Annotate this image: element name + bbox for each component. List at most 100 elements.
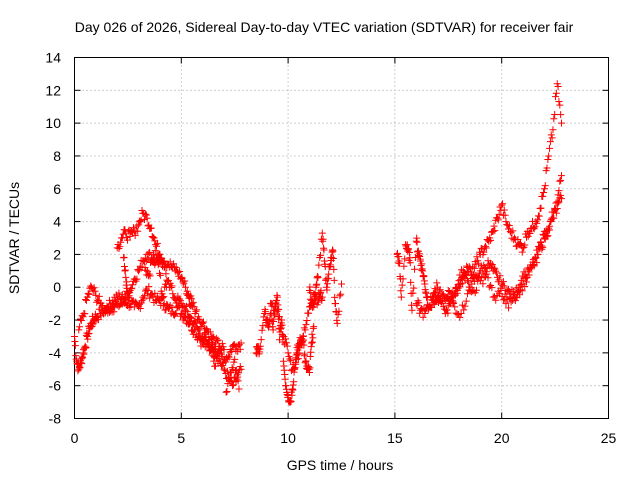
data-point [461, 269, 469, 277]
data-point [537, 239, 545, 247]
data-point [532, 218, 540, 226]
data-point [505, 304, 513, 312]
data-point [539, 192, 547, 200]
data-point [146, 248, 154, 256]
data-point [449, 300, 457, 308]
data-point [287, 397, 295, 405]
data-point [479, 269, 487, 277]
data-point [281, 375, 289, 383]
data-point [219, 343, 227, 351]
data-point [211, 362, 219, 370]
data-point [488, 284, 496, 292]
data-point [226, 377, 234, 385]
data-point [336, 292, 344, 300]
data-point [502, 218, 510, 226]
data-point [488, 261, 496, 269]
y-tick-label: -2 [49, 312, 62, 328]
data-point [548, 134, 556, 142]
data-point [214, 336, 222, 344]
data-point [236, 345, 244, 353]
data-point [235, 385, 243, 393]
data-point [545, 152, 553, 160]
data-point [541, 182, 549, 190]
data-point [543, 227, 551, 235]
data-point [158, 290, 166, 298]
data-point [457, 309, 465, 317]
data-point [410, 284, 418, 292]
data-point [546, 144, 554, 152]
data-point [525, 268, 533, 276]
data-point [557, 176, 565, 184]
chart-title: Day 026 of 2026, Sidereal Day-to-day VTE… [75, 19, 574, 35]
data-point [314, 298, 322, 306]
data-point [326, 261, 334, 269]
data-point [162, 283, 170, 291]
data-point [333, 319, 341, 327]
data-point [136, 304, 144, 312]
data-point [556, 177, 564, 185]
data-point [71, 342, 79, 350]
data-point [229, 382, 237, 390]
data-point [185, 320, 193, 328]
data-point [225, 375, 233, 383]
data-point [82, 344, 90, 352]
data-point [487, 228, 495, 236]
data-point [188, 300, 196, 308]
data-point [237, 365, 245, 373]
data-point [149, 234, 157, 242]
data-point [551, 204, 559, 212]
data-point [154, 295, 162, 303]
data-point [302, 357, 310, 365]
data-point [129, 281, 137, 289]
data-point [475, 260, 483, 268]
data-point [222, 388, 230, 396]
data-point [497, 286, 505, 294]
x-tick-label: 5 [177, 430, 185, 446]
data-point [474, 257, 482, 265]
data-point [310, 323, 318, 331]
data-point [153, 292, 161, 300]
data-point [534, 216, 542, 224]
data-point [185, 291, 193, 299]
data-point [136, 262, 144, 270]
data-point [259, 322, 267, 330]
data-point [487, 236, 495, 244]
data-point [305, 309, 313, 317]
data-point [454, 284, 462, 292]
data-point [234, 377, 242, 385]
data-point [470, 264, 478, 272]
data-point [397, 287, 405, 295]
data-point [152, 255, 160, 263]
data-point [310, 300, 318, 308]
data-point [435, 295, 443, 303]
data-point [152, 241, 160, 249]
data-point [413, 238, 421, 246]
y-tick-label: 14 [45, 50, 61, 66]
data-point [490, 264, 498, 272]
data-point [210, 357, 218, 365]
data-point [546, 222, 554, 230]
x-tick-label: 0 [71, 430, 79, 446]
y-tick-label: 4 [53, 214, 61, 230]
data-point [123, 236, 131, 244]
data-point [544, 226, 552, 234]
data-point [273, 293, 281, 301]
data-point [521, 241, 529, 249]
data-point [293, 350, 301, 358]
data-point [122, 273, 130, 281]
data-point [223, 367, 231, 375]
data-point [257, 336, 265, 344]
data-point [480, 248, 488, 256]
data-point [207, 336, 215, 344]
data-point [179, 278, 187, 286]
data-point [82, 296, 90, 304]
data-point [171, 296, 179, 304]
data-point [309, 334, 317, 342]
data-point [306, 364, 314, 372]
data-point [298, 341, 306, 349]
data-point [457, 276, 465, 284]
data-point [155, 259, 163, 267]
data-point [135, 267, 143, 275]
data-point [170, 263, 178, 271]
data-point [445, 301, 453, 309]
